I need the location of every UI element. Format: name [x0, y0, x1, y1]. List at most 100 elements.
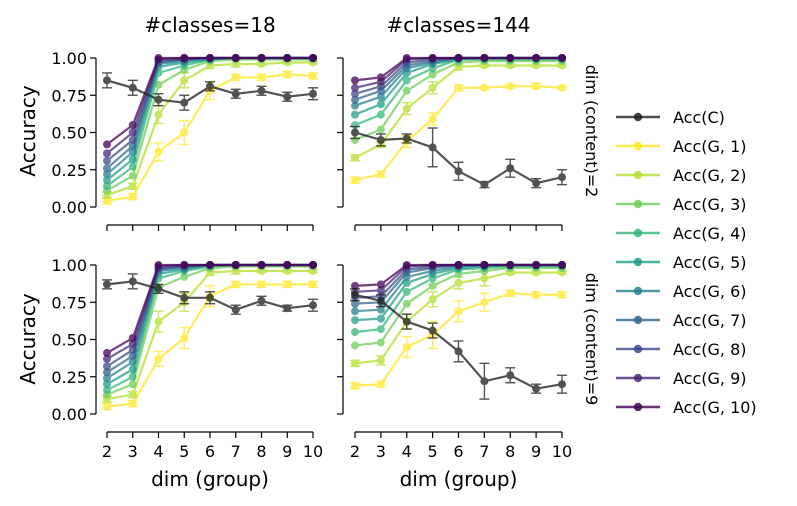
- data-point: [506, 54, 515, 62]
- legend-swatch-marker: [633, 141, 643, 151]
- data-point: [257, 296, 266, 305]
- legend-label: Acc(C): [673, 108, 725, 127]
- legend-label: Acc(G, 3): [673, 195, 747, 214]
- data-point: [103, 402, 111, 411]
- data-point: [454, 278, 463, 287]
- data-point: [128, 135, 137, 144]
- legend-item: Acc(G, 4): [616, 224, 747, 243]
- data-point: [376, 92, 385, 101]
- data-point: [351, 110, 359, 119]
- legend-swatch-marker: [633, 315, 643, 325]
- x-tick-label: 4: [153, 442, 163, 461]
- data-point: [257, 280, 266, 289]
- legend-item: Acc(G, 6): [616, 282, 747, 301]
- series-acc-c: [350, 125, 567, 189]
- data-point: [532, 82, 541, 91]
- data-point: [428, 70, 437, 79]
- legend-item: Acc(G, 2): [616, 166, 747, 185]
- data-point: [283, 261, 292, 269]
- x-tick-label: 6: [453, 442, 463, 461]
- data-point: [376, 296, 385, 305]
- data-point: [180, 54, 189, 62]
- data-point: [558, 83, 566, 92]
- data-point: [309, 89, 317, 98]
- data-point: [128, 390, 137, 399]
- data-point: [428, 83, 437, 92]
- data-point: [480, 83, 489, 92]
- data-point: [402, 134, 411, 143]
- legend-swatch-marker: [633, 112, 643, 122]
- data-point: [128, 380, 137, 389]
- data-point: [351, 89, 359, 98]
- data-point: [428, 54, 437, 62]
- legend-label: Acc(G, 7): [673, 311, 747, 330]
- data-point: [376, 314, 385, 323]
- data-point: [128, 171, 137, 180]
- data-point: [309, 261, 317, 269]
- data-point: [103, 164, 111, 173]
- data-point: [351, 101, 359, 110]
- data-point: [206, 82, 214, 91]
- x-tick-label: 3: [128, 442, 138, 461]
- data-point: [154, 95, 163, 104]
- data-point: [376, 325, 385, 334]
- data-point: [351, 316, 359, 325]
- data-point: [309, 54, 317, 62]
- data-point: [532, 261, 541, 269]
- data-point: [376, 338, 385, 347]
- data-point: [506, 82, 515, 91]
- x-tick-label: 8: [256, 442, 266, 461]
- legend-label: Acc(G, 6): [673, 282, 747, 301]
- data-point: [103, 182, 111, 191]
- x-axis-label: dim (group): [400, 467, 518, 491]
- data-point: [506, 261, 515, 269]
- legend-label: Acc(G, 4): [673, 224, 747, 243]
- data-point: [351, 76, 359, 85]
- data-point: [231, 54, 240, 62]
- data-point: [558, 261, 566, 269]
- x-axis-label: dim (group): [151, 467, 269, 491]
- data-point: [351, 281, 359, 290]
- data-point: [103, 348, 111, 357]
- data-point: [283, 92, 292, 101]
- data-point: [257, 73, 266, 82]
- data-point: [103, 362, 111, 371]
- data-point: [454, 347, 463, 356]
- data-point: [558, 290, 566, 299]
- data-point: [128, 339, 137, 348]
- series-acc-c: [102, 72, 318, 111]
- chart-panel-4: 2 3 4 5 6 7 8 9 10 dim (group) dim (content)=9: [337, 261, 601, 491]
- data-point: [180, 272, 189, 281]
- data-point: [351, 153, 359, 162]
- data-point: [402, 299, 411, 308]
- x-tick-label: 6: [205, 442, 215, 461]
- legend-swatch-marker: [633, 170, 643, 180]
- y-tick-label: 0.50: [51, 124, 87, 143]
- data-point: [283, 70, 292, 79]
- data-point: [103, 170, 111, 179]
- data-point: [351, 128, 359, 137]
- legend-label: Acc(G, 1): [673, 137, 747, 156]
- data-point: [128, 277, 137, 286]
- data-point: [480, 274, 489, 283]
- data-point: [376, 135, 385, 144]
- y-axis-label: Accuracy: [16, 293, 40, 384]
- x-tick-label: 7: [479, 442, 489, 461]
- legend-swatch-marker: [633, 373, 643, 383]
- data-point: [154, 147, 163, 156]
- data-point: [402, 104, 411, 113]
- y-tick-label: 0.25: [51, 368, 87, 387]
- data-point: [154, 317, 163, 326]
- data-point: [180, 98, 189, 107]
- data-point: [206, 293, 214, 302]
- series-acc-g-10: [103, 54, 317, 149]
- data-point: [257, 54, 266, 62]
- series-acc-g-2: [350, 61, 567, 162]
- data-point: [128, 365, 137, 374]
- y-tick-label: 0.00: [51, 198, 87, 217]
- data-point: [128, 141, 137, 150]
- x-tick-label: 2: [102, 442, 112, 461]
- data-point: [351, 307, 359, 316]
- data-point: [376, 110, 385, 119]
- data-point: [558, 380, 566, 389]
